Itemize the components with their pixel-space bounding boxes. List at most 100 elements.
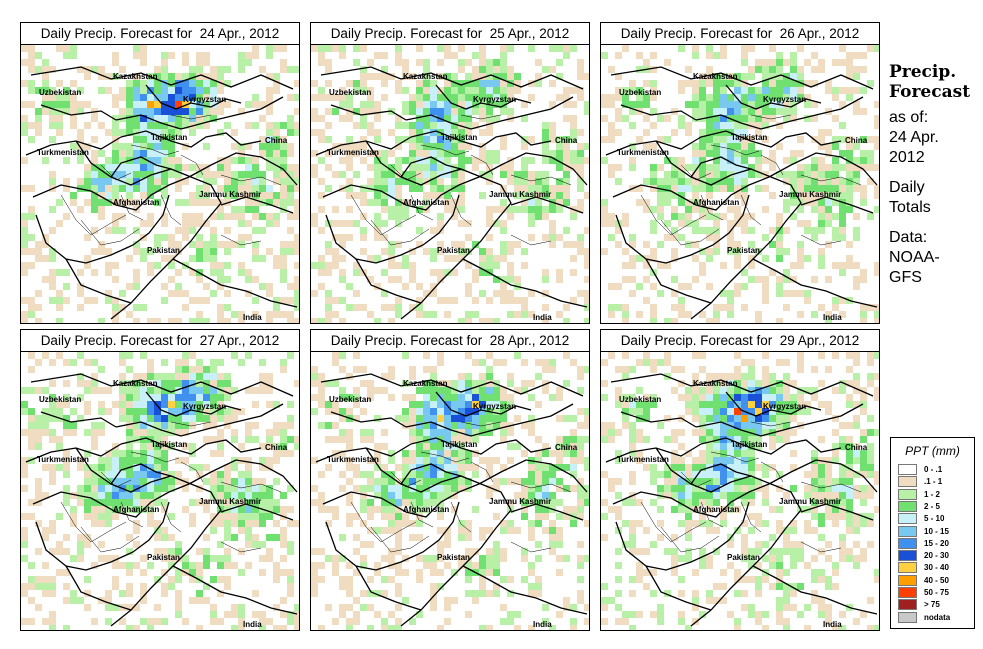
precip-cell bbox=[381, 499, 388, 506]
precip-cell bbox=[105, 269, 112, 276]
precip-cell bbox=[119, 464, 126, 471]
precip-cell bbox=[346, 625, 353, 630]
precip-cell bbox=[706, 527, 713, 534]
precip-cell bbox=[584, 262, 589, 269]
precip-cell bbox=[133, 199, 140, 206]
precip-cell bbox=[528, 311, 535, 318]
precip-grid bbox=[601, 352, 879, 630]
precip-cell bbox=[339, 387, 346, 394]
precip-cell bbox=[294, 178, 299, 185]
precip-cell bbox=[112, 73, 119, 80]
precip-cell bbox=[734, 450, 741, 457]
precip-cell bbox=[563, 199, 570, 206]
precip-cell bbox=[528, 499, 535, 506]
precip-cell bbox=[535, 478, 542, 485]
precip-cell bbox=[563, 436, 570, 443]
precip-cell bbox=[521, 387, 528, 394]
precip-cell bbox=[874, 164, 879, 171]
precip-cell bbox=[720, 45, 727, 52]
precip-cell bbox=[374, 450, 381, 457]
precip-cell bbox=[500, 527, 507, 534]
forecast-panel-6: Daily Precip. Forecast for 29 Apr., 2012… bbox=[600, 329, 880, 631]
precip-cell bbox=[332, 108, 339, 115]
precip-cell bbox=[713, 108, 720, 115]
precip-cell bbox=[629, 394, 636, 401]
precip-cell bbox=[161, 555, 168, 562]
precip-cell bbox=[161, 185, 168, 192]
precip-cell bbox=[252, 492, 259, 499]
label-uzbekistan: Uzbekistan bbox=[39, 395, 81, 404]
precip-cell bbox=[514, 73, 521, 80]
precip-cell bbox=[238, 520, 245, 527]
precip-cell bbox=[636, 359, 643, 366]
precip-cell bbox=[692, 429, 699, 436]
precip-cell bbox=[252, 513, 259, 520]
precip-cell bbox=[430, 164, 437, 171]
precip-cell bbox=[259, 255, 266, 262]
precip-cell bbox=[91, 562, 98, 569]
precip-cell bbox=[168, 52, 175, 59]
precip-cell bbox=[657, 611, 664, 618]
precip-cell bbox=[825, 499, 832, 506]
precip-cell bbox=[42, 234, 49, 241]
precip-cell bbox=[28, 45, 35, 52]
precip-cell bbox=[825, 213, 832, 220]
precip-cell bbox=[98, 366, 105, 373]
precip-cell bbox=[713, 115, 720, 122]
precip-cell bbox=[273, 192, 280, 199]
country-borders bbox=[25, 66, 298, 320]
precip-cell bbox=[706, 373, 713, 380]
precip-cell bbox=[542, 478, 549, 485]
precip-cell bbox=[63, 45, 70, 52]
precip-cell bbox=[444, 436, 451, 443]
precip-cell bbox=[622, 45, 629, 52]
precip-cell bbox=[175, 199, 182, 206]
precip-cell bbox=[189, 318, 196, 323]
precip-cell bbox=[395, 45, 402, 52]
precip-cell bbox=[231, 436, 238, 443]
precip-cell bbox=[374, 611, 381, 618]
precip-cell bbox=[762, 59, 769, 66]
precip-cell bbox=[252, 157, 259, 164]
precip-cell bbox=[577, 457, 584, 464]
precip-cell bbox=[395, 415, 402, 422]
precip-cell bbox=[636, 136, 643, 143]
precip-cell bbox=[584, 101, 589, 108]
precip-cell bbox=[650, 318, 657, 323]
precip-cell bbox=[720, 513, 727, 520]
precip-cell bbox=[720, 129, 727, 136]
map-svg: KazakhstanUzbekistanKyrgyzstanTajikistan… bbox=[21, 352, 299, 630]
precip-cell bbox=[713, 122, 720, 129]
precip-cell bbox=[657, 520, 664, 527]
precip-cell bbox=[203, 422, 210, 429]
precip-cell bbox=[458, 436, 465, 443]
precip-cell bbox=[825, 618, 832, 625]
border-line bbox=[110, 463, 172, 485]
precip-cell bbox=[133, 45, 140, 52]
precip-cell bbox=[528, 94, 535, 101]
precip-cell bbox=[790, 429, 797, 436]
precip-cell bbox=[507, 380, 514, 387]
precip-cell bbox=[119, 129, 126, 136]
precip-cell bbox=[783, 94, 790, 101]
precip-cell bbox=[423, 115, 430, 122]
precip-cell bbox=[182, 352, 189, 359]
precip-cell bbox=[231, 206, 238, 213]
precip-cell bbox=[608, 311, 615, 318]
precip-cell bbox=[671, 206, 678, 213]
precip-cell bbox=[706, 227, 713, 234]
precip-cell bbox=[140, 122, 147, 129]
precip-cell bbox=[570, 164, 577, 171]
precip-cell bbox=[56, 352, 63, 359]
precip-cell bbox=[266, 143, 273, 150]
precip-cell bbox=[521, 199, 528, 206]
precip-cell bbox=[245, 164, 252, 171]
precip-cell bbox=[825, 408, 832, 415]
precip-cell bbox=[203, 178, 210, 185]
precip-cell bbox=[804, 171, 811, 178]
precip-cell bbox=[168, 576, 175, 583]
precip-cell bbox=[570, 625, 577, 630]
border-line bbox=[510, 503, 584, 521]
precip-cell bbox=[671, 429, 678, 436]
precip-cell bbox=[783, 373, 790, 380]
